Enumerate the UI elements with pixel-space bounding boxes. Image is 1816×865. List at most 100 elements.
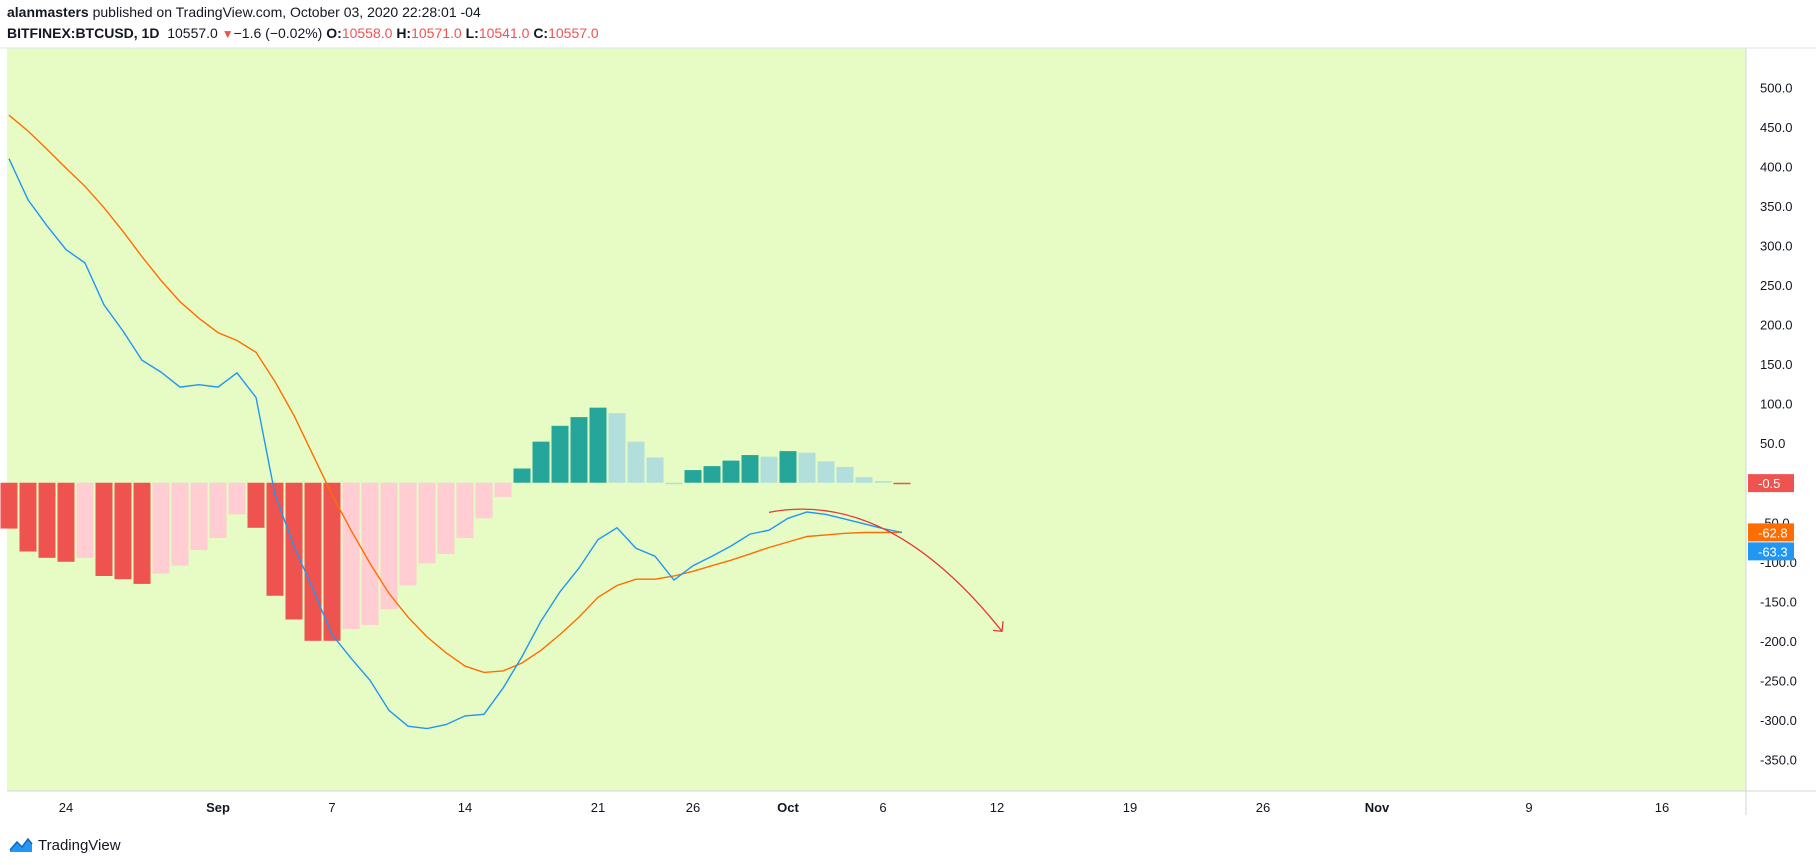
x-tick-label: 19 xyxy=(1123,800,1137,815)
histogram-bar xyxy=(494,482,512,497)
x-tick-label: 16 xyxy=(1655,800,1669,815)
histogram-bar xyxy=(57,482,75,562)
histogram-bar xyxy=(665,482,683,485)
histogram-bar xyxy=(760,456,778,483)
axis-value-label: -63.3 xyxy=(1758,544,1788,559)
histogram-bar xyxy=(247,482,265,528)
x-tick-label: 9 xyxy=(1525,800,1532,815)
footer-brand-label: TradingView xyxy=(38,836,121,854)
y-tick-label: 400.0 xyxy=(1760,160,1793,175)
open-label: O: xyxy=(326,25,342,41)
macd-line xyxy=(8,158,903,730)
plot-background xyxy=(7,48,1746,791)
y-tick-label: -150.0 xyxy=(1760,594,1797,609)
x-tick-label: 14 xyxy=(458,800,472,815)
down-triangle-icon: ▼ xyxy=(221,27,234,41)
histogram-bar xyxy=(190,482,208,550)
low-value: 10541.0 xyxy=(478,25,530,41)
projection-arrow[interactable] xyxy=(768,508,1003,632)
histogram-bar xyxy=(76,482,94,558)
histogram-bar xyxy=(342,482,360,629)
y-tick-label: -200.0 xyxy=(1760,634,1797,649)
histogram-bar xyxy=(855,477,873,483)
histogram-bar xyxy=(95,482,113,577)
histogram-bar xyxy=(171,482,189,566)
price-change: −1.6 (−0.02%) xyxy=(233,25,323,41)
histogram-bar xyxy=(608,413,626,483)
x-tick-label: Sep xyxy=(206,800,230,815)
histogram-bar xyxy=(266,482,284,596)
histogram-bar xyxy=(323,482,341,641)
footer-brand[interactable]: TradingView xyxy=(8,836,121,854)
histogram-bar xyxy=(551,425,569,483)
x-tick-label: 12 xyxy=(990,800,1004,815)
histogram-bar xyxy=(684,470,702,483)
histogram-bar xyxy=(437,482,455,554)
ohlc-legend: BITFINEX:BTCUSD, 1D 10557.0 ▼−1.6 (−0.02… xyxy=(7,25,599,41)
x-tick-label: 21 xyxy=(591,800,605,815)
published-text: published on TradingView.com, October 03… xyxy=(92,4,481,20)
x-tick-label: 7 xyxy=(328,800,335,815)
author-name[interactable]: alanmasters xyxy=(7,4,89,20)
histogram-bar xyxy=(779,451,797,483)
y-tick-label: -350.0 xyxy=(1760,752,1797,767)
axis-value-badge xyxy=(1748,523,1794,542)
signal-line xyxy=(8,114,903,674)
x-tick-label: Oct xyxy=(777,800,799,815)
histogram-bar xyxy=(589,407,607,483)
x-tick-label: 24 xyxy=(59,800,73,815)
y-tick-label: 350.0 xyxy=(1760,199,1793,214)
histogram-bar xyxy=(513,468,531,483)
histogram-bar xyxy=(741,455,759,483)
histogram-bar xyxy=(893,482,911,485)
histogram-bar xyxy=(798,452,816,483)
histogram-bar xyxy=(874,481,892,483)
histogram-bar xyxy=(627,441,645,483)
y-tick-label: -250.0 xyxy=(1760,673,1797,688)
histogram-bar xyxy=(399,482,417,586)
histogram-bar xyxy=(361,482,379,626)
y-tick-label: 200.0 xyxy=(1760,318,1793,333)
histogram-bar xyxy=(19,482,37,552)
y-tick-label: 250.0 xyxy=(1760,278,1793,293)
histogram-bar xyxy=(304,482,322,641)
y-tick-label: 500.0 xyxy=(1760,81,1793,96)
y-tick-label: 450.0 xyxy=(1760,120,1793,135)
close-value: 10557.0 xyxy=(548,25,599,41)
histogram-bar xyxy=(0,482,18,529)
histogram-bar xyxy=(152,482,170,574)
histogram-bar xyxy=(836,466,854,483)
histogram-bar xyxy=(209,482,227,539)
open-value: 10558.0 xyxy=(341,25,393,41)
axis-value-label: -62.8 xyxy=(1758,525,1788,540)
tradingview-logo-icon xyxy=(9,837,33,852)
histogram-bar xyxy=(703,466,721,483)
histogram-bar xyxy=(722,460,740,483)
axis-value-label: -0.5 xyxy=(1758,476,1780,491)
publish-info: alanmasters published on TradingView.com… xyxy=(7,4,481,20)
close-label: C: xyxy=(533,25,549,41)
histogram-bar xyxy=(380,482,398,610)
y-tick-label: 100.0 xyxy=(1760,397,1793,412)
histogram-bar xyxy=(38,482,56,558)
low-label: L: xyxy=(465,25,479,41)
histogram-bar xyxy=(532,441,550,483)
histogram-bar xyxy=(570,417,588,483)
histogram-bar xyxy=(285,482,303,620)
last-price: 10557.0 xyxy=(167,25,218,41)
histogram-bar xyxy=(418,482,436,564)
symbol-label[interactable]: BITFINEX:BTCUSD, 1D xyxy=(7,25,160,41)
histogram-bar xyxy=(133,482,151,584)
x-tick-label: 6 xyxy=(879,800,886,815)
x-tick-label: 26 xyxy=(1256,800,1270,815)
histogram-bar xyxy=(817,461,835,483)
x-tick-label: 26 xyxy=(686,800,700,815)
y-tick-label: -300.0 xyxy=(1760,713,1797,728)
y-tick-label: 50.0 xyxy=(1760,436,1785,451)
histogram-bar xyxy=(228,482,246,515)
x-tick-label: Nov xyxy=(1365,800,1390,815)
high-value: 10571.0 xyxy=(411,25,462,41)
axis-value-badge xyxy=(1748,474,1794,493)
histogram-bar xyxy=(114,482,132,580)
